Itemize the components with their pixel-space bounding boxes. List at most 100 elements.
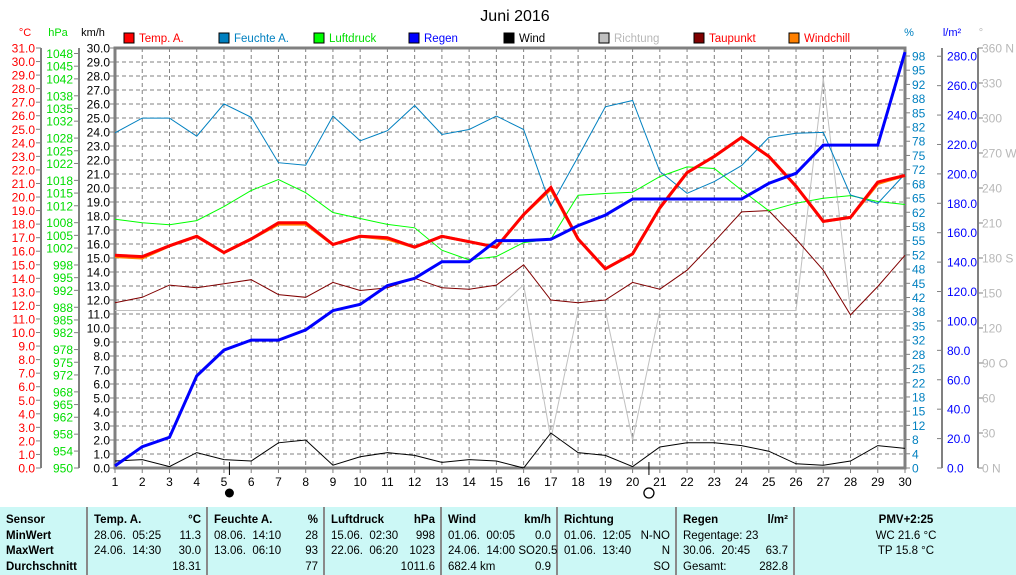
direction-tick-label: 180 S (982, 252, 1013, 266)
x-tick-label: 27 (817, 475, 831, 489)
humidity-unit-label: % (904, 27, 914, 39)
rain-unit-label: l/m² (943, 27, 962, 39)
series-temp-a (114, 135, 906, 271)
stats-value: 28 (305, 529, 318, 542)
legend-swatch (598, 32, 610, 44)
pressure-tick-label: 1018 (46, 174, 73, 188)
stats-row: 01.06. 12:05 N-NO (564, 529, 670, 545)
stats-row: 13.06. 06:10 93 (214, 544, 318, 560)
temp-tick-label: 20.0 (12, 191, 36, 205)
wind-tick-label: 0.0 (93, 462, 110, 476)
humidity-tick-label: 92 (912, 78, 926, 92)
pressure-tick-label: 1002 (46, 242, 73, 256)
series-wind-line (114, 432, 906, 469)
rain-tick-label: 0.0 (947, 462, 964, 476)
column-title: Regen (683, 514, 719, 526)
sensor-header: Sensor (6, 514, 45, 526)
humidity-tick-label: 78 (912, 135, 926, 149)
x-tick-label: 7 (275, 475, 282, 489)
humidity-tick-label: 18 (912, 390, 926, 404)
humidity-tick-label: 75 (912, 149, 926, 163)
pressure-tick-label: 962 (53, 411, 73, 425)
legend-label: Feuchte A. (234, 33, 289, 45)
x-tick-label: 24 (735, 475, 749, 489)
direction-tick-label: 0 N (982, 462, 1001, 476)
rain-tick-label: 200.0 (947, 167, 977, 181)
stats-label: 28.06. 05:25 (94, 529, 162, 542)
temp-tick-label: 22.0 (12, 163, 36, 177)
temp-tick-label: 8.0 (18, 353, 35, 367)
direction-tick-label: 30 (982, 427, 996, 441)
pressure-tick-label: 998 (53, 258, 73, 272)
rain-tick-label: 100.0 (947, 314, 977, 328)
rain-tick-label: 60.0 (947, 373, 971, 387)
stats-column-richtung: Richtung 01.06. 12:05 N-NO 01.06. 13:40 N SO (558, 507, 677, 575)
temp-tick-label: 1.0 (18, 448, 35, 462)
stats-value: 63.7 (765, 545, 788, 557)
series-taupunkt-line (114, 210, 906, 316)
stats-value: N-NO (640, 529, 670, 542)
stats-label: 15.06. 02:30 (331, 529, 399, 542)
x-tick-label: 9 (330, 475, 337, 489)
series-wind (114, 432, 906, 469)
legend-label: Windchill (804, 33, 850, 45)
stats-row: 24.06. 14:00 SO 20.5 (448, 544, 557, 560)
x-tick-label: 2 (139, 475, 146, 489)
x-tick-label: 15 (490, 475, 504, 489)
x-tick-label: 18 (571, 475, 585, 489)
temp-tick-label: 9.0 (18, 340, 35, 354)
wind-tick-label: 19.0 (87, 196, 111, 210)
x-tick-label: 25 (762, 475, 776, 489)
series-lines (114, 51, 907, 469)
series-feuchte-a (114, 99, 906, 208)
column-unit: % (307, 514, 318, 526)
wind-tick-label: 16.0 (87, 238, 111, 252)
stats-row: 01.06. 00:05 0.0 (448, 529, 551, 545)
x-tick-label: 8 (302, 475, 309, 489)
legend-label: Taupunkt (709, 33, 756, 45)
stats-row: 22.06. 06:20 1023 (331, 544, 435, 560)
x-tick-label: 3 (166, 475, 173, 489)
new-moon-icon (224, 488, 234, 498)
x-tick-label: 19 (599, 475, 613, 489)
x-tick-label: 21 (653, 475, 667, 489)
x-tick-label: 10 (353, 475, 367, 489)
stats-label: 08.06. 14:10 (214, 529, 282, 542)
stats-label: 30.06. 20:45 (683, 545, 751, 557)
column-header: Regen l/m² (683, 513, 788, 529)
temp-tick-label: 10.0 (12, 326, 36, 340)
pressure-tick-label: 1025 (46, 144, 73, 158)
pressure-tick-label: 985 (53, 313, 73, 327)
direction-tick-label: 60 (982, 392, 996, 406)
wind-tick-label: 28.0 (87, 70, 111, 84)
chart-title: Juni 2016 (480, 8, 549, 25)
x-tick-label: 16 (517, 475, 531, 489)
pressure-tick-label: 1035 (46, 102, 73, 116)
stats-column-temp-a: Temp. A. °C 28.06. 05:25 11.3 24.06. 14:30 30… (88, 507, 208, 575)
pressure-tick-label: 968 (53, 385, 73, 399)
temp-tick-label: 24.0 (12, 136, 36, 150)
stats-label: Regentage: 23 (683, 529, 759, 542)
temp-tick-label: 13.0 (12, 285, 36, 299)
column-header: Richtung (564, 513, 670, 529)
humidity-tick-label: 12 (912, 419, 926, 433)
temp-tick-label: 7.0 (18, 367, 35, 381)
pressure-tick-label: 954 (53, 445, 73, 459)
stats-column-regen: Regen l/m² Regentage: 23 30.06. 20:45 63.7 Ge… (677, 507, 795, 575)
pressure-tick-label: 1008 (46, 216, 73, 230)
humidity-tick-label: 35 (912, 319, 926, 333)
rain-tick-label: 280.0 (947, 50, 977, 64)
rain-tick-label: 220.0 (947, 138, 977, 152)
weather-chart: Juni 2016 °C0.01.02.03.04.05.06.07.08.09… (12, 8, 1016, 499)
wind-tick-label: 13.0 (87, 280, 111, 294)
temp-tick-label: 6.0 (18, 380, 35, 394)
temp-tick-label: 17.0 (12, 231, 36, 245)
stats-value: N (661, 545, 670, 557)
temp-tick-label: 0.0 (18, 462, 35, 476)
stats-row: 77 (214, 560, 318, 575)
rain-tick-label: 260.0 (947, 79, 977, 93)
stats-value: 93 (305, 545, 318, 557)
column-header: Temp. A. °C (94, 513, 201, 529)
legend-swatch (788, 32, 800, 44)
stats-row: 28.06. 05:25 11.3 (94, 529, 201, 545)
